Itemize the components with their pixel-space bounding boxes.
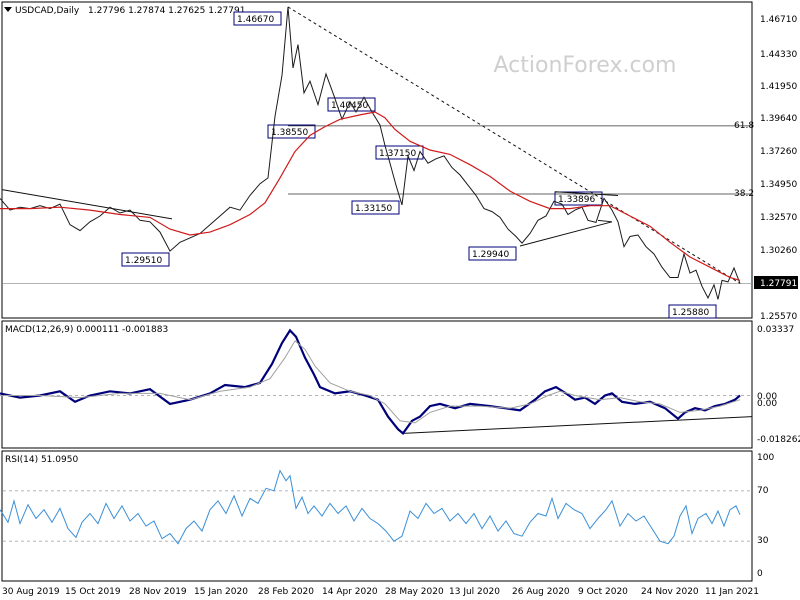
annotation-label: 1.33150 — [355, 204, 392, 214]
x-tick: 15 Oct 2019 — [65, 587, 121, 597]
watermark: ActionForex.com — [494, 53, 677, 78]
rsi-y-tick: 70 — [757, 486, 769, 496]
trendline — [1, 189, 173, 220]
price-y-tick: 1.37260 — [760, 147, 797, 157]
price-header: USDCAD,Daily 1.27796 1.27874 1.27625 1.2… — [4, 6, 245, 16]
macd-series-line — [0, 328, 741, 436]
macd-plot — [0, 328, 753, 436]
annotation-box — [267, 124, 316, 139]
macd-label: MACD(12,26,9) 0.000111 -0.001883 — [5, 325, 168, 335]
annotation-label: 1.33896 — [558, 195, 595, 205]
x-tick: 28 May 2020 — [385, 587, 444, 597]
ma-series-line — [0, 111, 741, 281]
rsi-label: RSI(14) 51.0950 — [5, 455, 78, 465]
rsi-y-tick: 0 — [757, 569, 763, 579]
price-y-tick: 1.30260 — [760, 246, 797, 256]
signal-series-line — [0, 340, 741, 424]
annotation-label: 1.40450 — [331, 101, 368, 111]
x-tick: 9 Oct 2020 — [578, 587, 628, 597]
price-y-tick: 1.41950 — [760, 82, 797, 92]
rsi-series-line — [0, 469, 741, 545]
annotation-box — [121, 252, 170, 267]
annotation-high: 1.46670 — [237, 15, 274, 25]
rsi-plot — [0, 469, 752, 545]
trendline — [519, 221, 613, 247]
annotation-label: 1.38550 — [271, 128, 308, 138]
annotation-label: 1.29940 — [472, 250, 509, 260]
x-tick: 13 Jul 2020 — [449, 587, 500, 597]
x-tick: 28 Feb 2020 — [258, 587, 314, 597]
annotation-label: 1.25880 — [672, 308, 709, 318]
ohlc-label: 1.27796 1.27874 1.27625 1.27791 — [88, 6, 245, 16]
price-y-tick: 1.32570 — [760, 213, 797, 223]
annotation-box — [668, 304, 717, 319]
price-panel-frame — [1, 1, 753, 319]
x-axis: 30 Aug 2019 15 Oct 2019 28 Nov 2019 15 J… — [2, 587, 759, 597]
price-y-tick: 1.34950 — [760, 180, 797, 190]
price-y-tick: 1.39640 — [760, 114, 797, 124]
trendline — [287, 6, 741, 284]
rsi-y-tick: 100 — [757, 453, 774, 463]
last-price-label: 1.27791 — [760, 279, 797, 289]
price-y-tick: 1.44330 — [760, 50, 797, 60]
annotation-box — [468, 246, 517, 261]
x-tick: 15 Jan 2020 — [194, 587, 248, 597]
x-tick: 11 Jan 2021 — [705, 587, 759, 597]
price-y-tick: 1.25570 — [760, 312, 797, 322]
macd-y-tick: 0.00 — [757, 399, 777, 409]
price-annotations: 1.46670 1.40450 1.38550 1.37150 1.33150 … — [121, 11, 717, 319]
price-y-axis: 1.46710 1.44330 1.41950 1.39640 1.37260 … — [754, 15, 798, 322]
annotation-box — [351, 200, 400, 215]
rsi-y-tick: 30 — [757, 536, 769, 546]
last-price-box — [754, 276, 798, 289]
dropdown-triangle-icon — [4, 7, 12, 12]
macd-y-tick: -0.018262 — [757, 435, 800, 445]
price-series-line — [0, 6, 741, 300]
annotation-box — [233, 11, 282, 26]
x-tick: 14 Apr 2020 — [322, 587, 378, 597]
trendline — [554, 191, 619, 196]
annotation-label: 1.29510 — [125, 256, 162, 266]
x-tick: 24 Nov 2020 — [641, 587, 699, 597]
rsi-y-axis: 100 70 30 0 — [757, 453, 774, 579]
trendline — [597, 219, 613, 223]
symbol-label: USDCAD,Daily — [15, 6, 80, 16]
macd-y-tick: 0.00 — [757, 392, 777, 402]
macd-trendline — [402, 416, 753, 434]
rsi-panel-frame — [1, 450, 753, 582]
x-tick: 30 Aug 2019 — [2, 587, 60, 597]
x-tick: 26 Aug 2020 — [512, 587, 570, 597]
price-y-tick: 1.46710 — [760, 15, 797, 25]
macd-y-axis: 0.03337 0.00 0.00 -0.018262 — [757, 325, 800, 445]
macd-panel-frame — [1, 320, 753, 449]
annotation-label: 1.37150 — [379, 149, 416, 159]
macd-y-tick: 0.03337 — [757, 325, 794, 335]
x-tick: 28 Nov 2019 — [129, 587, 187, 597]
price-plot — [0, 6, 752, 300]
